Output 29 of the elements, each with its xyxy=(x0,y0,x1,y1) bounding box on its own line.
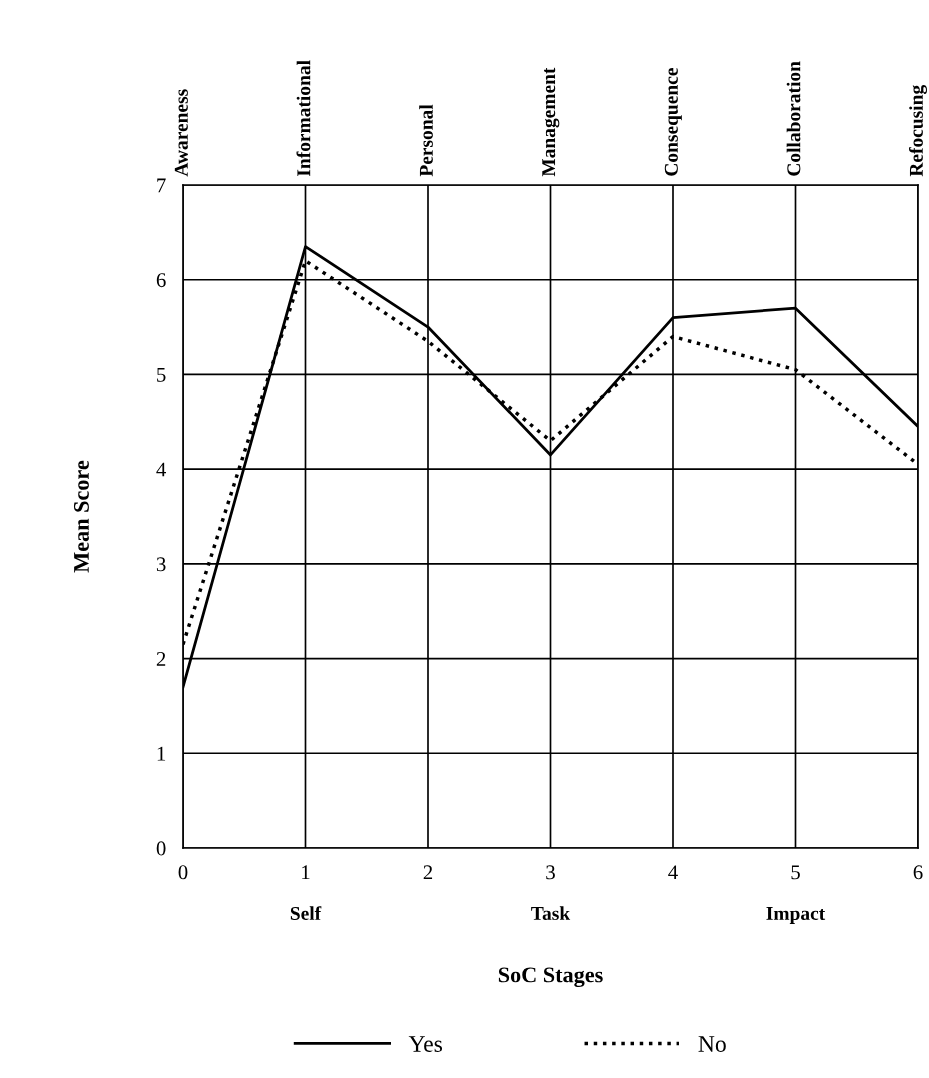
y-axis-title: Mean Score xyxy=(73,460,89,573)
y-tick-label: 7 xyxy=(157,178,166,193)
text: Task xyxy=(531,906,571,921)
text: Management xyxy=(542,67,560,177)
x-tick-label: 3 xyxy=(546,865,555,880)
y-tick-label: 6 xyxy=(156,273,166,288)
text: Awareness xyxy=(174,89,188,177)
x-tick-label: 6 xyxy=(913,865,923,880)
x-tick-label: 0 xyxy=(178,865,188,880)
y-tick-label: 3 xyxy=(156,557,166,572)
x-tick-label: 5 xyxy=(791,865,800,880)
legend-label: Yes xyxy=(408,1036,443,1052)
text: Informational xyxy=(296,60,311,177)
text: Impact xyxy=(766,907,826,924)
y-tick-label: 4 xyxy=(156,462,167,477)
y-tick-label: 2 xyxy=(156,652,166,666)
x-tick-label: 4 xyxy=(668,865,678,880)
legend-label: No xyxy=(698,1036,726,1052)
text: Personal xyxy=(419,104,433,177)
x-tick-label: 1 xyxy=(302,865,310,880)
x-tick-label: 2 xyxy=(423,865,433,880)
text: Collaboration xyxy=(786,61,801,176)
y-tick-label: 5 xyxy=(157,368,166,382)
y-tick-label: 0 xyxy=(156,841,166,856)
text: Consequence xyxy=(664,68,682,176)
text: Refocusing xyxy=(909,85,927,177)
text: Self xyxy=(290,906,322,921)
x-axis-title: SoC Stages xyxy=(498,967,603,988)
y-tick-label: 1 xyxy=(157,746,166,761)
